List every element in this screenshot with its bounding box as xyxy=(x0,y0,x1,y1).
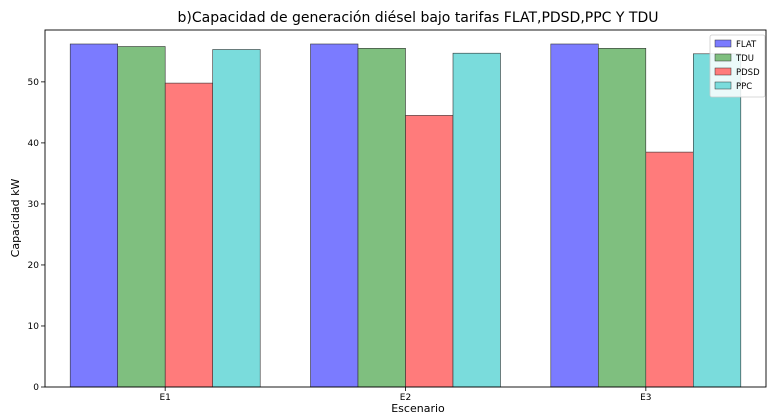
chart-title: b)Capacidad de generación diésel bajo ta… xyxy=(178,10,659,26)
x-tick-label: E3 xyxy=(640,393,651,403)
bar-ppc-e1 xyxy=(212,49,261,388)
y-tick-label: 40 xyxy=(28,139,40,149)
x-tick-label: E1 xyxy=(159,393,170,403)
bar-flat-e2 xyxy=(310,43,359,388)
legend-label-tdu: TDU xyxy=(735,54,754,64)
y-tick-label: 50 xyxy=(28,78,40,88)
y-tick-label: 30 xyxy=(28,200,40,210)
bar-tdu-e3 xyxy=(597,47,647,388)
bar-pdsd-e3 xyxy=(645,151,694,388)
plot-frame xyxy=(44,29,767,388)
x-tick-label: E2 xyxy=(400,393,411,403)
y-tick-label: 10 xyxy=(28,322,40,332)
legend-label-pdsd: PDSD xyxy=(736,68,760,78)
bar-tdu-e1 xyxy=(117,46,166,388)
y-tick-label: 20 xyxy=(28,261,40,271)
bar-flat-e3 xyxy=(550,43,599,388)
legend-swatch-flat xyxy=(714,39,732,48)
legend-label-flat: FLAT xyxy=(736,40,757,50)
legend-swatch-tdu xyxy=(714,53,732,62)
bar-ppc-e2 xyxy=(452,52,501,388)
bar-flat-e1 xyxy=(69,43,118,388)
legend-box xyxy=(709,34,766,98)
bar-ppc-e3 xyxy=(692,53,742,388)
bar-tdu-e2 xyxy=(357,47,406,388)
legend: FLAT TDU PDSD PPC xyxy=(709,34,766,98)
y-axis-label: Capacidad kW xyxy=(9,179,22,258)
bar-pdsd-e2 xyxy=(405,115,454,388)
legend-label-ppc: PPC xyxy=(736,82,752,92)
legend-swatch-ppc xyxy=(714,81,732,90)
axes: E1 E2 E3 0 10 20 30 40 50 xyxy=(28,29,767,403)
y-tick-label: 0 xyxy=(33,383,39,393)
bar-pdsd-e1 xyxy=(164,82,213,388)
x-axis-label: Escenario xyxy=(391,402,445,415)
plot-area xyxy=(69,43,742,388)
legend-swatch-pdsd xyxy=(714,67,732,76)
